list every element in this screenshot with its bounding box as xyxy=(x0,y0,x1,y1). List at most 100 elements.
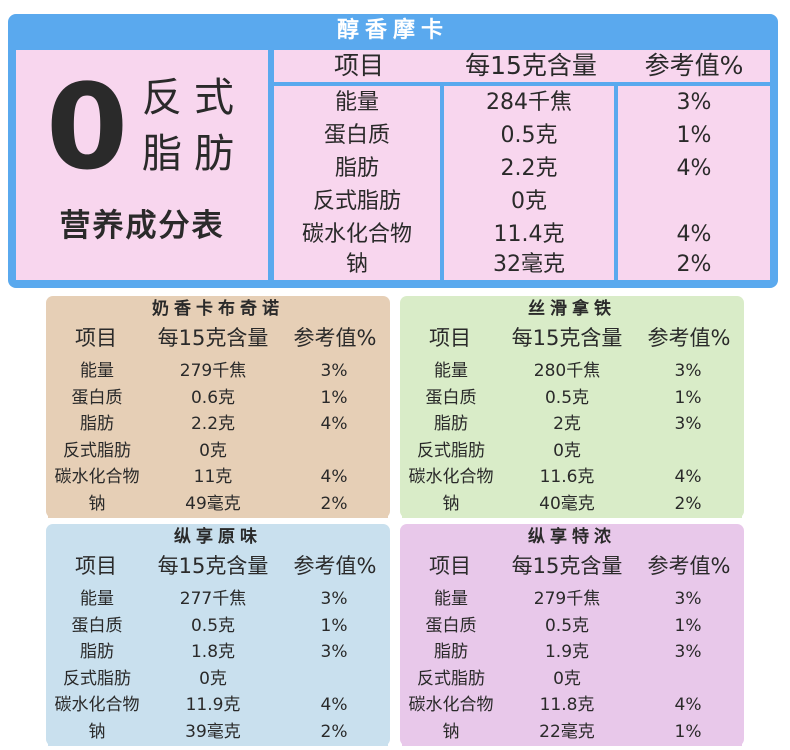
item-column: 能量 蛋白质 脂肪 反式脂肪 碳水化合物钠 xyxy=(48,358,146,518)
header-item: 项目 xyxy=(333,51,384,80)
table-cell: 4% xyxy=(676,156,712,181)
table-cell: 0.6克 xyxy=(190,387,236,408)
table-cell xyxy=(634,666,742,693)
mocha-table-body: 能量 蛋白质 脂肪 反式脂肪 碳水化合物 钠 284千焦 0.5克 2.2克 0… xyxy=(274,86,770,280)
panel-table-header: 项目 每15克含量 参考值% xyxy=(400,322,744,354)
amount-column: 280千焦 0.5克 2克 0克 11.6克 40毫克 xyxy=(504,358,630,518)
table-cell: 49毫克 xyxy=(185,494,241,514)
item-column: 能量 蛋白质 脂肪 反式脂肪 碳水化合物钠 xyxy=(402,586,500,746)
table-cell: 2% xyxy=(320,722,348,742)
table-cell: 3% xyxy=(320,642,348,663)
strong-panel: 纵享特浓 项目 每15克含量 参考值% 能量 蛋白质 脂肪 反式脂肪 碳水化合物钠 279千焦 0.… xyxy=(400,524,744,746)
header-nrv: 参考值% xyxy=(647,326,731,350)
header-amount: 每15克含量 xyxy=(157,326,269,350)
header-amount: 每15克含量 xyxy=(511,326,623,350)
table-cell: 280千焦 xyxy=(533,361,601,381)
table-cell: 蛋白质 xyxy=(71,615,123,636)
table-cell xyxy=(280,438,388,465)
panel-title: 纵享原味 xyxy=(174,527,262,547)
table-cell: 0.5克 xyxy=(544,387,590,408)
table-cell: 能量 xyxy=(434,589,468,609)
table-cell: 1% xyxy=(674,387,702,408)
panel-table-header: 项目 每15克含量 参考值% xyxy=(46,322,390,354)
table-cell: 0克 xyxy=(553,440,581,461)
trans-label: 反式 xyxy=(142,75,246,121)
panel-title: 丝滑拿铁 xyxy=(528,299,616,319)
table-cell xyxy=(618,185,770,218)
header-nrv: 参考值% xyxy=(647,554,731,578)
panel-title: 奶香卡布奇诺 xyxy=(152,299,284,319)
table-cell: 4% xyxy=(320,467,348,488)
table-cell: 3% xyxy=(674,589,702,609)
header-amount: 每15克含量 xyxy=(465,51,597,80)
nutrition-table-subtitle: 营养成分表 xyxy=(59,208,225,244)
item-column: 能量 蛋白质 脂肪 反式脂肪 碳水化合物 钠 xyxy=(274,86,440,280)
header-item: 项目 xyxy=(75,326,117,350)
panel-table-body: 能量 蛋白质 脂肪 反式脂肪 碳水化合物钠 277千焦 0.5克 1.8克 0克 11.9克 39毫… xyxy=(46,586,390,746)
header-nrv: 参考值% xyxy=(293,326,377,350)
table-cell: 碳水化合物 xyxy=(301,222,412,247)
panel-table-body: 能量 蛋白质 脂肪 反式脂肪 碳水化合物钠 279千焦 0.6克 2.2克 0克 11克 49毫克 3… xyxy=(46,358,390,518)
table-cell: 3% xyxy=(674,361,702,381)
header-item: 项目 xyxy=(429,326,471,350)
table-cell: 3% xyxy=(674,414,702,435)
table-cell: 11.8克 xyxy=(539,695,595,716)
table-cell: 4% xyxy=(674,467,702,488)
latte-panel: 丝滑拿铁项目 每15克含量 参考值% 能量 蛋白质 脂肪 反式脂肪 碳水化合物钠 280千焦 0.… xyxy=(400,296,744,518)
header-nrv: 参考值% xyxy=(293,554,377,578)
table-cell: 2% xyxy=(674,494,702,514)
zero-trans-fat-badge: 0 反式 脂肪 营养成分表 xyxy=(16,50,268,280)
table-cell: 碳水化合物 xyxy=(408,695,494,716)
table-cell: 2.2克 xyxy=(500,156,558,181)
original-panel: 纵享原味 项目 每15克含量 参考值% 能量 蛋白质 脂肪 反式脂肪 碳水化合物钠 277千焦 0.… xyxy=(46,524,390,746)
table-cell: 2克 xyxy=(553,414,581,435)
table-cell: 3% xyxy=(320,361,348,381)
table-cell: 反式脂肪 xyxy=(417,668,485,689)
table-cell: 279千焦 xyxy=(533,589,601,609)
table-cell: 1.9克 xyxy=(544,642,590,663)
panel-title: 纵享特浓 xyxy=(528,527,616,547)
table-cell: 11克 xyxy=(193,467,233,488)
table-cell: 反式脂肪 xyxy=(417,440,485,461)
table-cell: 2.2克 xyxy=(190,414,236,435)
table-cell: 0克 xyxy=(199,440,227,461)
table-cell: 4% xyxy=(676,222,712,247)
panel-table-header: 项目 每15克含量 参考值% xyxy=(400,550,744,582)
table-cell: 3% xyxy=(674,642,702,663)
big-zero: 0 xyxy=(46,58,129,196)
table-cell: 脂肪 xyxy=(80,414,114,435)
table-cell xyxy=(634,438,742,465)
table-cell: 0.5克 xyxy=(500,123,558,148)
fat-label: 脂肪 xyxy=(142,131,246,177)
table-cell: 32毫克 xyxy=(493,252,565,277)
table-cell: 1% xyxy=(676,123,712,148)
table-cell: 284千焦 xyxy=(486,90,572,115)
amount-column: 277千焦 0.5克 1.8克 0克 11.9克 39毫克 xyxy=(150,586,276,746)
table-cell: 钠 xyxy=(88,722,106,742)
nrv-column: 3% 1% 3% 4% 2% xyxy=(280,586,388,746)
table-cell: 钠 xyxy=(88,494,106,514)
header-amount: 每15克含量 xyxy=(511,554,623,578)
table-cell: 40毫克 xyxy=(539,494,595,514)
mocha-table-header: 项目 每15克含量 参考值% xyxy=(274,50,770,82)
header-item: 项目 xyxy=(75,554,117,578)
table-cell: 脂肪 xyxy=(334,156,379,181)
panel-table-header: 项目 每15克含量 参考值% xyxy=(46,550,390,582)
table-cell: 4% xyxy=(320,414,348,435)
table-cell: 蛋白质 xyxy=(425,615,477,636)
table-cell: 11.9克 xyxy=(185,695,241,716)
table-cell: 3% xyxy=(676,90,712,115)
table-cell: 0克 xyxy=(199,668,227,689)
table-cell: 蛋白质 xyxy=(323,123,390,148)
table-cell: 3% xyxy=(320,589,348,609)
table-cell: 2% xyxy=(676,252,712,277)
table-cell: 0克 xyxy=(553,668,581,689)
cappuccino-panel: 奶香卡布奇诺 项目 每15克含量 参考值% 能量 蛋白质 脂肪 反式脂肪 碳水化合物钠 279千焦… xyxy=(46,296,390,518)
table-cell: 279千焦 xyxy=(179,361,247,381)
table-cell: 脂肪 xyxy=(434,642,468,663)
nrv-column: 3% 1% 4% 4% 2% xyxy=(280,358,388,518)
panel-table-body: 能量 蛋白质 脂肪 反式脂肪 碳水化合物钠 279千焦 0.5克 1.9克 0克 11.8克 22毫… xyxy=(400,586,744,746)
item-column: 能量 蛋白质 脂肪 反式脂肪 碳水化合物钠 xyxy=(402,358,500,518)
table-cell: 反式脂肪 xyxy=(63,668,131,689)
table-cell: 碳水化合物 xyxy=(54,467,140,488)
